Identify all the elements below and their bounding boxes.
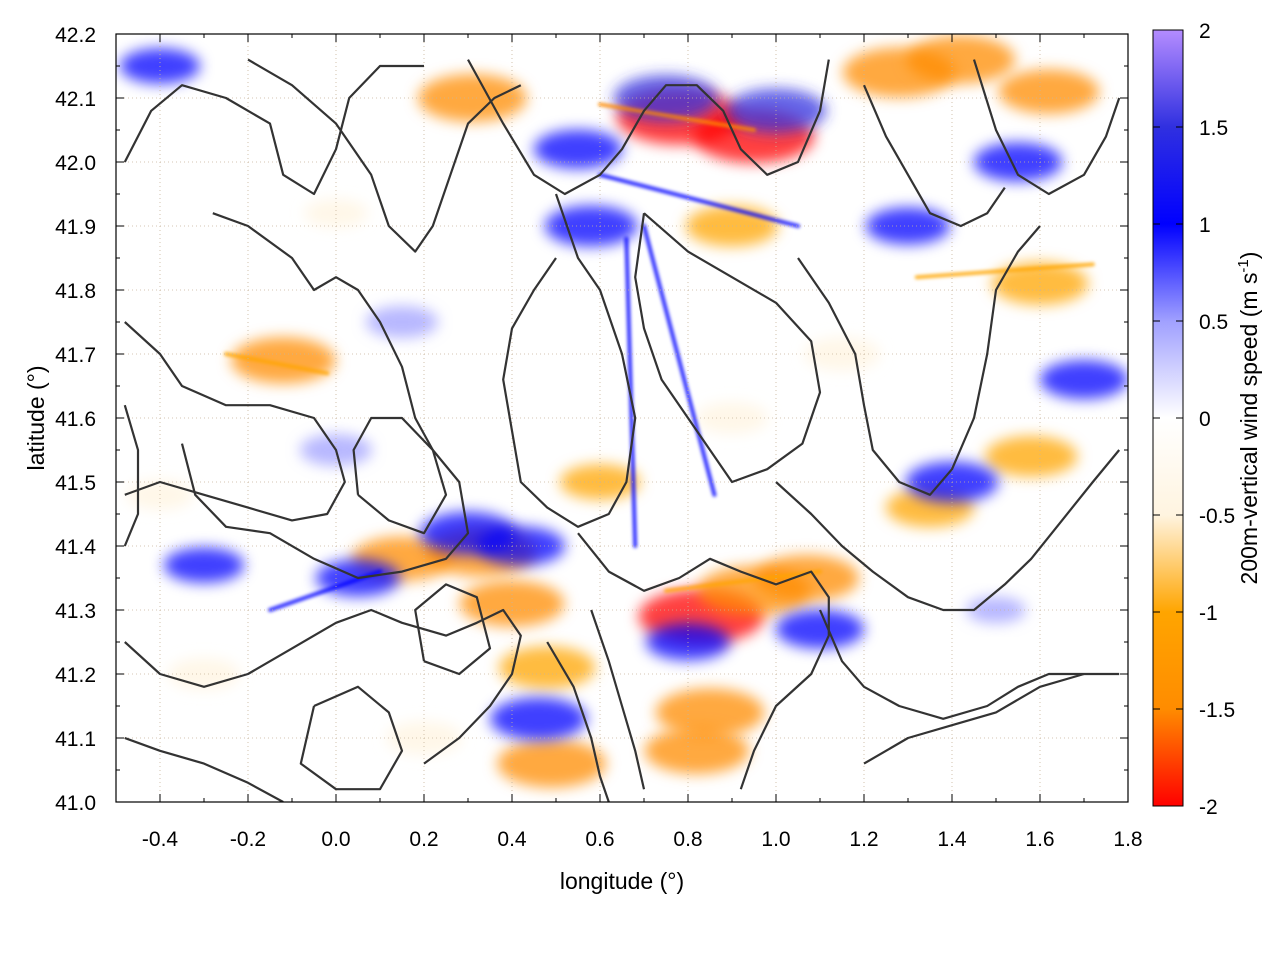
heat-blob [991, 262, 1089, 305]
colorbar-tick-label: -2 [1199, 796, 1218, 819]
y-tick-label: 41.8 [55, 280, 96, 303]
heat-blob [644, 727, 750, 774]
contour-line [247, 58, 522, 253]
colorbar-tick-label: -0.5 [1199, 505, 1235, 528]
heat-blob [365, 306, 439, 338]
heat-blob [803, 337, 881, 371]
contour-line [972, 59, 1121, 196]
contour-line [863, 672, 1085, 765]
heat-blob [497, 739, 606, 788]
colorbar-label-main: 200m-vertical wind speed (m s [1236, 273, 1262, 585]
heat-blob [973, 142, 1063, 182]
x-tick-label: 0.0 [321, 828, 350, 851]
y-tick-label: 41.1 [55, 728, 96, 751]
contour-line [352, 416, 448, 535]
colorbar-label-sup: -1 [1235, 259, 1252, 272]
heat-blob [754, 554, 860, 602]
x-tick-label: 0.8 [673, 828, 702, 851]
contour-line [546, 641, 610, 802]
heat-blob [906, 35, 1016, 84]
y-tick-label: 41.3 [55, 600, 96, 623]
x-tick-label: 0.2 [409, 828, 438, 851]
contour-line [414, 583, 492, 676]
x-tick-label: 1.8 [1113, 828, 1142, 851]
contour-lines [123, 58, 1121, 802]
heat-blob [304, 199, 368, 228]
colorbar-tick-label: -1 [1199, 602, 1218, 625]
contour-line [775, 449, 1121, 612]
contour-line [862, 84, 1006, 228]
contour-line [577, 532, 830, 790]
contour-line [634, 212, 822, 484]
heat-blob [498, 646, 596, 689]
heat-streak [598, 102, 756, 132]
heat-blob [163, 547, 245, 583]
colorbar-tick-label: 0.5 [1199, 311, 1228, 334]
heat-blob [655, 688, 765, 737]
contour-line [123, 64, 424, 196]
y-tick-label: 41.5 [55, 472, 96, 495]
y-tick-label: 41.9 [55, 216, 96, 239]
y-tick-label: 42.2 [55, 24, 96, 47]
heat-streak [598, 172, 800, 228]
x-tick-label: 1.6 [1025, 828, 1054, 851]
heat-blob [998, 69, 1100, 114]
y-axis-ticks: 41.0 41.1 41.2 41.3 41.4 41.5 41.6 41.7 41.8 41.9… [55, 24, 1128, 815]
x-tick-label: 1.0 [761, 828, 790, 851]
heat-streak [224, 352, 330, 376]
y-tick-label: 41.4 [55, 536, 96, 559]
heat-blob [1039, 360, 1128, 400]
colorbar-tick-label: -1.5 [1199, 699, 1235, 722]
x-tick-label: 0.4 [497, 828, 527, 851]
y-tick-label: 41.6 [55, 408, 96, 431]
colorbar-label-end: ) [1236, 252, 1262, 260]
heat-blob [775, 609, 865, 649]
heat-blob [544, 205, 638, 247]
y-tick-label: 41.7 [55, 344, 96, 367]
y-tick-label: 41.0 [55, 792, 96, 815]
y-axis-label: latitude (°) [23, 365, 49, 470]
contour-line [299, 685, 404, 791]
contour-line [124, 321, 346, 522]
colorbar-label: 200m-vertical wind speed (m s-1) [1235, 252, 1262, 585]
x-tick-label: 1.2 [849, 828, 878, 851]
contour-line [123, 404, 140, 547]
contour-line [818, 609, 1120, 720]
colorbar-tick-label: 2 [1199, 20, 1211, 43]
contour-line [124, 608, 522, 765]
colorbar-tick-label: 1 [1199, 214, 1211, 237]
colorbar-tick-label: 0 [1199, 408, 1211, 431]
contour-line [467, 59, 830, 196]
x-axis-ticks: -0.4 -0.2 0.0 0.2 0.4 0.6 0.8 1.0 1.2 1.4 1.6 1.8 [115, 34, 1143, 851]
x-axis-label: longitude (°) [560, 868, 684, 894]
x-tick-label: 1.4 [937, 828, 967, 851]
contour-line [590, 609, 646, 790]
heat-streak [914, 262, 1095, 280]
heat-blob [230, 337, 336, 384]
heat-blob [984, 436, 1078, 477]
contour-line [124, 736, 284, 802]
y-tick-label: 41.2 [55, 664, 96, 687]
heat-blob [459, 580, 565, 627]
y-tick-label: 42.0 [55, 152, 96, 175]
heat-blob [490, 697, 587, 741]
x-tick-label: 0.6 [585, 828, 614, 851]
contour-line [502, 193, 637, 528]
x-tick-label: -0.4 [142, 828, 179, 851]
contour-line [797, 225, 1041, 496]
heat-streak [642, 224, 717, 497]
colorbar-ticks: -2 -1.5 -1 -0.5 0 0.5 1 1.5 2 [1153, 20, 1235, 819]
colorbar-tick-label: 1.5 [1199, 117, 1228, 140]
contour-line [180, 212, 470, 580]
y-tick-label: 42.1 [55, 88, 96, 111]
x-tick-label: -0.2 [230, 828, 266, 851]
heat-streak [664, 569, 822, 593]
